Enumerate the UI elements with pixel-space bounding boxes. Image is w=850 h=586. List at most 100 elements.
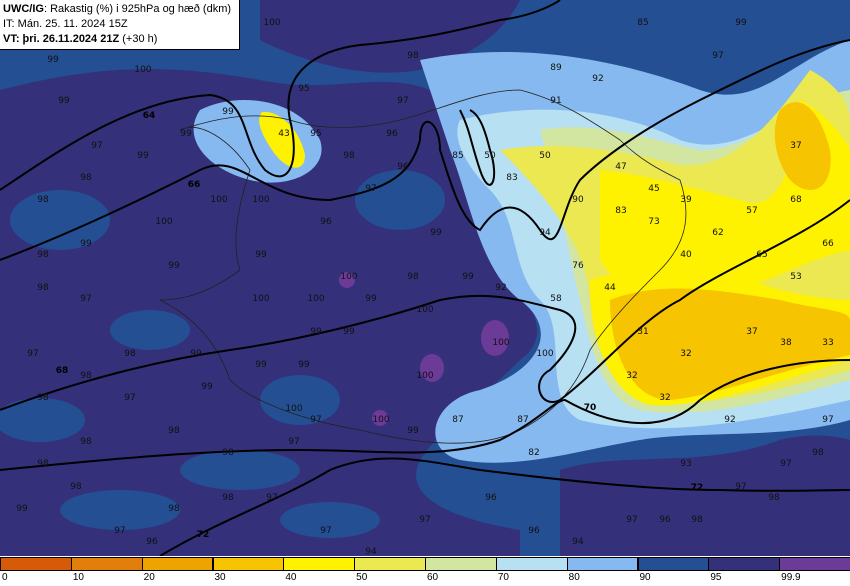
humidity-value: 97 — [27, 349, 38, 359]
humidity-value: 99 — [190, 349, 202, 359]
humidity-value: 100 — [536, 349, 553, 359]
humidity-value: 97 — [310, 415, 321, 425]
legend-swatch — [0, 557, 72, 571]
humidity-value: 43 — [278, 129, 289, 139]
humidity-value: 92 — [724, 415, 735, 425]
humidity-value: 73 — [648, 217, 659, 227]
humidity-value: 98 — [37, 459, 49, 469]
humidity-value: 85 — [637, 18, 648, 28]
humidity-value: 100 — [416, 371, 433, 381]
color-legend: 0 10 20 30 40 50 60 70 80 90 95 99.9 — [0, 556, 850, 586]
humidity-value: 99 — [343, 327, 355, 337]
humidity-value: 33 — [822, 338, 833, 348]
humidity-value: 98 — [124, 349, 136, 359]
contour-66b — [459, 109, 496, 186]
humidity-value: 32 — [626, 371, 637, 381]
legend-tick: 80 — [568, 572, 580, 583]
legend-swatch — [495, 557, 568, 571]
legend-tick: 40 — [285, 572, 297, 583]
legend-tick: 95 — [710, 572, 722, 583]
humidity-value: 97 — [365, 184, 376, 194]
humidity-value: 99 — [222, 107, 234, 117]
humidity-value: 99 — [58, 96, 70, 106]
legend-tick: 50 — [356, 572, 368, 583]
humidity-value: 97 — [626, 515, 637, 525]
humidity-value: 98 — [80, 437, 92, 447]
humidity-value: 96 — [386, 129, 398, 139]
humidity-value: 97 — [419, 515, 430, 525]
humidity-value: 85 — [452, 151, 463, 161]
forecast-offset: (+30 h) — [119, 33, 158, 45]
humidity-value: 98 — [343, 151, 355, 161]
legend-swatch — [637, 557, 710, 571]
coastline — [159, 89, 687, 444]
humidity-value: 100 — [285, 404, 302, 414]
humidity-value: 57 — [746, 206, 757, 216]
humidity-value: 99 — [298, 360, 310, 370]
region-40-50 — [600, 100, 850, 303]
contour-label: 72 — [197, 530, 210, 540]
region-99-9 — [339, 272, 509, 426]
humidity-value: 97 — [397, 96, 408, 106]
humidity-value: 95 — [298, 84, 309, 94]
humidity-value: 98 — [37, 250, 49, 260]
humidity-value: 39 — [680, 195, 692, 205]
legend-tick: 99.9 — [781, 572, 801, 583]
height-contours — [0, 0, 850, 556]
humidity-value: 87 — [517, 415, 528, 425]
contour-label: 66 — [188, 180, 201, 190]
humidity-value: 97 — [114, 526, 125, 536]
humidity-value: 99 — [430, 228, 442, 238]
contour-68 — [0, 199, 850, 411]
humidity-value: 93 — [680, 459, 691, 469]
humidity-value: 98 — [222, 493, 234, 503]
legend-swatch — [283, 557, 356, 571]
humidity-value: 99 — [310, 327, 322, 337]
legend-tick: 30 — [214, 572, 226, 583]
humidity-value: 92 — [592, 74, 603, 84]
humidity-value: 99 — [407, 426, 419, 436]
legend-swatch — [141, 557, 214, 571]
humidity-value: 98 — [37, 283, 49, 293]
humidity-value: 98 — [691, 515, 703, 525]
humidity-value: 100 — [372, 415, 389, 425]
humidity-value: 98 — [37, 195, 49, 205]
legend-tick: 70 — [497, 572, 509, 583]
humidity-value: 100 — [134, 65, 151, 75]
humidity-value: 99 — [365, 294, 377, 304]
contour-64 — [0, 0, 561, 191]
humidity-value: 96 — [485, 493, 497, 503]
humidity-value: 82 — [528, 448, 539, 458]
humidity-value: 76 — [572, 261, 584, 271]
humidity-value: 32 — [680, 349, 691, 359]
humidity-value: 98 — [768, 493, 780, 503]
humidity-value: 83 — [506, 173, 517, 183]
humidity-value: 98 — [812, 448, 824, 458]
humidity-value: 99 — [137, 151, 149, 161]
humidity-map: 64 66 68 70 72 72 100 85 99 99 98 97 100 89 92 99 95 97 9… — [0, 0, 850, 556]
legend-tick: 20 — [143, 572, 155, 583]
humidity-value: 98 — [70, 482, 82, 492]
humidity-value: 98 — [168, 504, 180, 514]
humidity-value: 97 — [320, 526, 331, 536]
humidity-value: 100 — [155, 217, 172, 227]
legend-tick: 10 — [72, 572, 84, 583]
humidity-value: 98 — [80, 173, 92, 183]
humidity-value: 62 — [712, 228, 723, 238]
humidity-value: 100 — [307, 294, 324, 304]
humidity-value: 99 — [168, 261, 180, 271]
humidity-value: 98 — [407, 51, 419, 61]
humidity-value: 100 — [252, 195, 269, 205]
humidity-value: 66 — [822, 239, 834, 249]
humidity-value: 96 — [528, 526, 540, 536]
humidity-value: 31 — [637, 327, 648, 337]
humidity-value: 53 — [790, 272, 801, 282]
humidity-value: 98 — [80, 371, 92, 381]
humidity-value: 99 — [735, 18, 747, 28]
humidity-value: 97 — [80, 294, 91, 304]
humidity-value: 32 — [659, 393, 670, 403]
humidity-value: 99 — [201, 382, 213, 392]
legend-swatch — [708, 557, 781, 571]
blue-patches — [0, 170, 445, 538]
humidity-value: 68 — [790, 195, 802, 205]
